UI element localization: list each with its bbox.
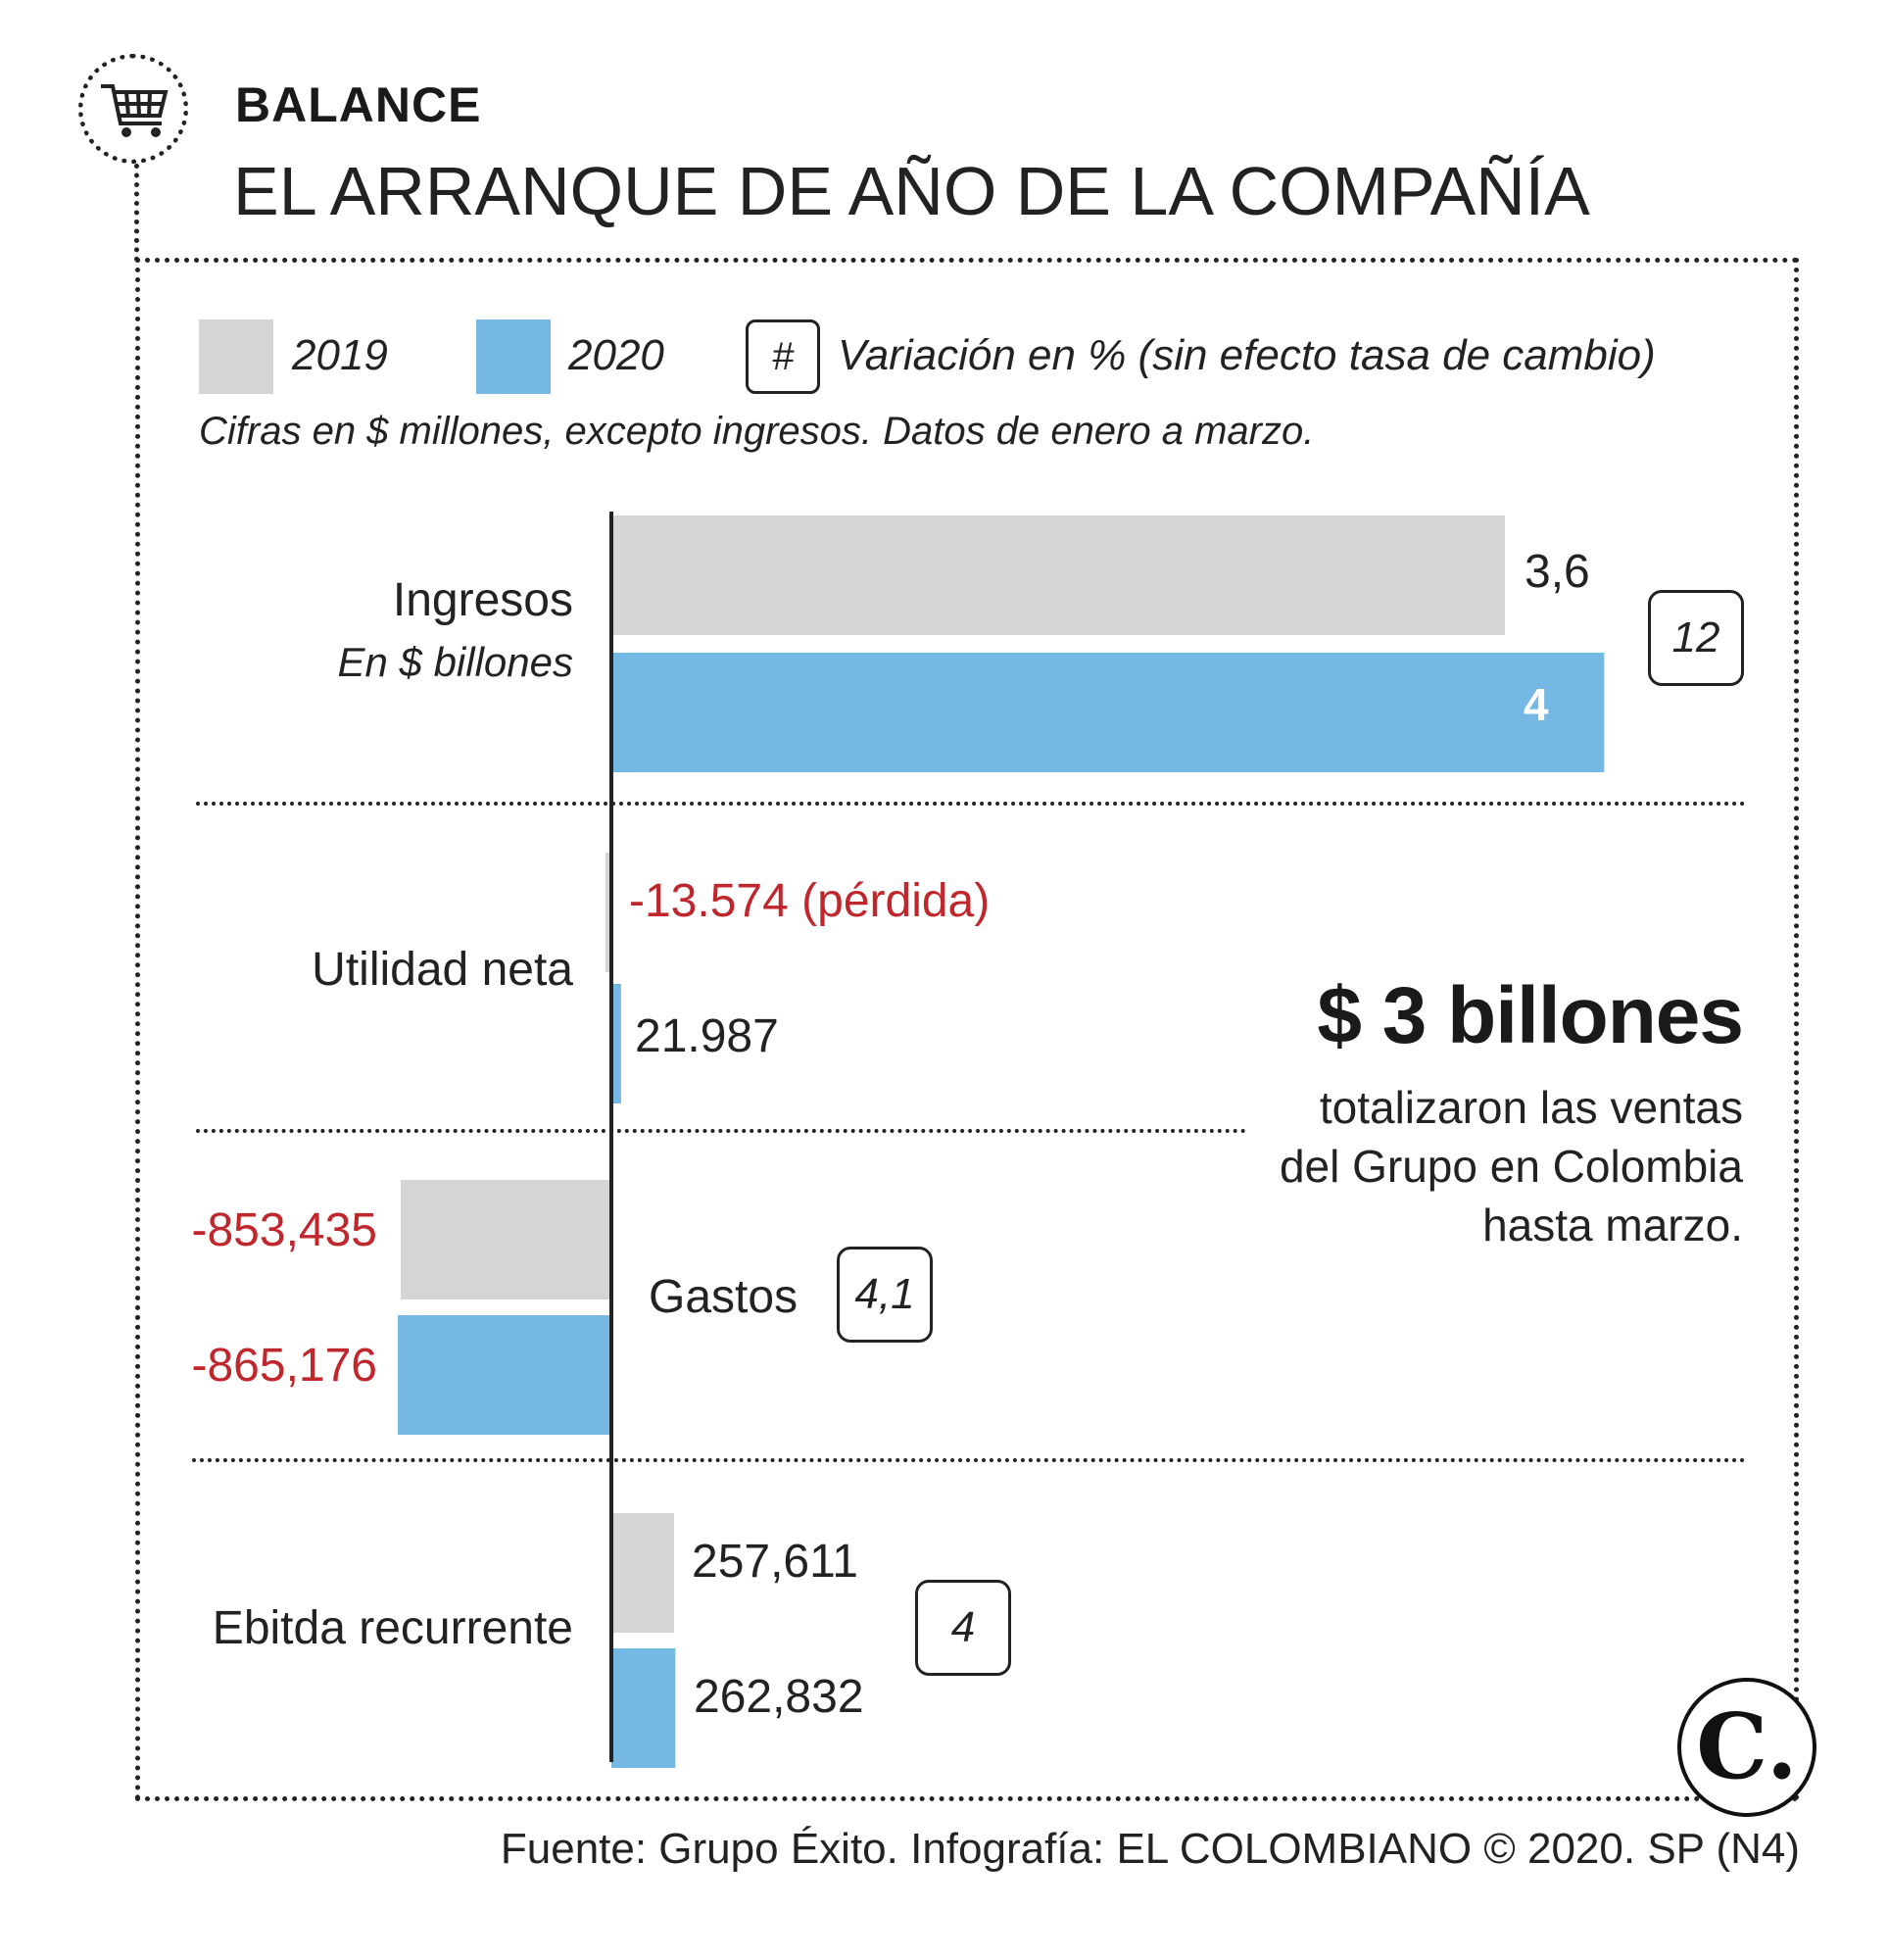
legend-label-2019: 2019 [292,331,388,379]
legend-swatch-2020 [476,319,551,394]
separator-3 [192,1458,1746,1462]
category-label-gastos: Gastos [649,1271,799,1323]
separator-1 [196,802,1746,806]
highlight-line-2: del Grupo en Colombia [1279,1141,1743,1192]
value-label-utilidad-2020: 21.987 [635,1010,779,1062]
separator-2 [196,1129,1246,1133]
highlight-value: $ 3 billones [1317,971,1744,1060]
page-title: EL ARRANQUE DE AÑO DE LA COMPAÑÍA [233,153,1590,229]
highlight-line-1: totalizaron las ventas [1319,1082,1743,1133]
value-label-utilidad-2019: -13.574 (pérdida) [629,875,991,927]
variation-legend-label: Variación en % (sin efecto tasa de cambi… [838,331,1656,379]
value-label-gastos-2019: -853,435 [191,1204,378,1256]
legend-label-2020: 2020 [568,331,664,379]
value-label-ingresos-2020: 4 [1524,679,1549,730]
cart-icon-badge [78,54,188,164]
shopping-cart-icon [101,84,169,137]
kicker: BALANCE [235,77,482,132]
el-colombiano-logo: C. [1677,1678,1816,1817]
category-subtitle-ingresos: En $ billones [337,639,574,685]
category-label-ingresos: Ingresos [392,574,573,626]
variation-box-ingresos: 12 [1648,590,1744,686]
value-label-ingresos-2019: 3,6 [1525,546,1590,598]
value-label-ebitda-2020: 262,832 [694,1671,864,1723]
highlight-description: totalizaron las ventas del Grupo en Colo… [1280,1078,1743,1254]
variation-box-gastos: 4,1 [837,1247,933,1343]
legend-swatch-2019 [199,319,273,394]
frame-connector [134,164,139,262]
highlight-line-3: hasta marzo. [1482,1200,1743,1250]
variation-symbol-box: # [746,319,820,394]
variation-box-ebitda: 4 [915,1580,1011,1676]
category-label-utilidad: Utilidad neta [312,944,573,996]
chart-frame [135,258,1799,1801]
value-label-ebitda-2019: 257,611 [692,1536,858,1588]
category-label-ebitda: Ebitda recurrente [212,1602,573,1654]
source-credit: Fuente: Grupo Éxito. Infografía: EL COLO… [500,1825,1800,1873]
value-label-gastos-2020: -865,176 [191,1340,378,1392]
units-note: Cifras en $ millones, excepto ingresos. … [199,410,1315,453]
